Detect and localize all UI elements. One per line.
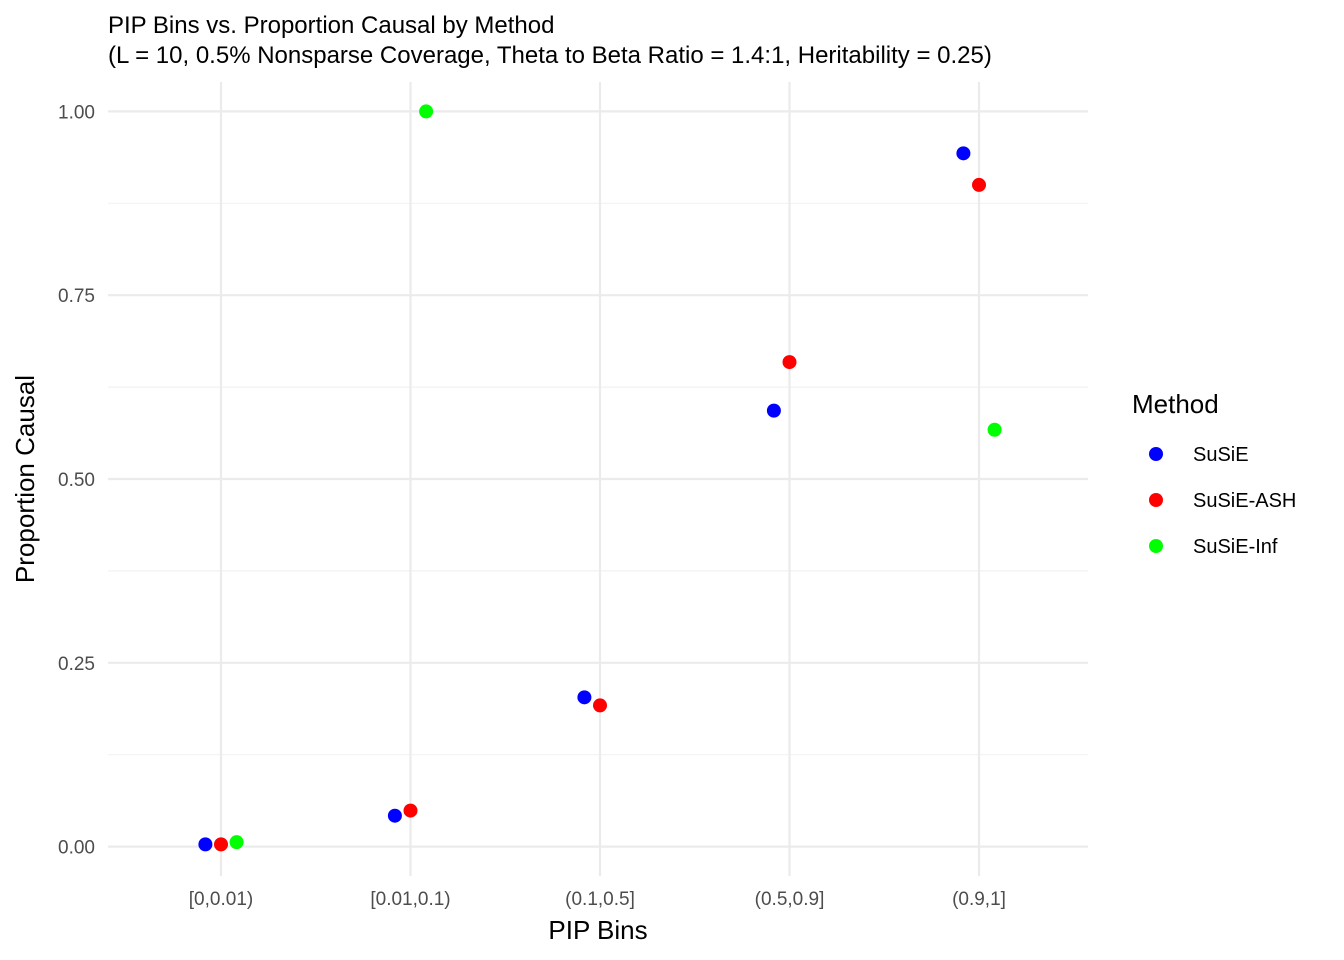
- legend-key: [1149, 493, 1163, 507]
- data-point: [972, 177, 986, 192]
- data-point: [419, 104, 434, 119]
- data-point: [593, 698, 607, 713]
- legend-label: SuSiE-ASH: [1193, 490, 1296, 512]
- data-point: [387, 808, 402, 823]
- data-point: [766, 403, 781, 418]
- data-point: [403, 803, 418, 818]
- legend-label: SuSiE: [1193, 444, 1249, 466]
- data-point: [229, 835, 244, 850]
- data-point: [782, 355, 797, 370]
- legend-title: Method: [1132, 389, 1219, 419]
- y-tick-label: 0.50: [58, 470, 95, 491]
- data-point: [987, 422, 1002, 437]
- x-tick-label: [0,0.01): [189, 889, 253, 910]
- grid-major-lines: [108, 82, 1088, 876]
- x-tick-label: (0.1,0.5]: [565, 889, 635, 910]
- y-tick-label: 0.00: [58, 838, 95, 859]
- plot-panel: [108, 82, 1088, 876]
- legend-item: SuSiE-Inf: [1149, 536, 1278, 558]
- legend-key: [1149, 447, 1163, 461]
- legend-items: SuSiE SuSiE-ASH SuSiE-Inf: [1149, 444, 1296, 558]
- grid-minor-lines: [108, 202, 1088, 756]
- x-tick-label: (0.9,1]: [952, 889, 1006, 910]
- y-tick-label: 0.25: [58, 654, 95, 675]
- chart-subtitle: (L = 10, 0.5% Nonsparse Coverage, Theta …: [108, 42, 992, 69]
- x-tick-label: [0.01,0.1): [370, 889, 450, 910]
- legend-label: SuSiE-Inf: [1193, 536, 1278, 558]
- x-axis-tick-labels: [0,0.01) [0.01,0.1) (0.1,0.5] (0.5,0.9] (0.9…: [189, 889, 1006, 910]
- y-tick-label: 1.00: [58, 102, 95, 123]
- y-axis-tick-labels: 0.00 0.25 0.50 0.75 1.00: [58, 102, 95, 858]
- legend-key: [1149, 539, 1163, 553]
- data-point: [956, 146, 971, 161]
- legend: Method SuSiE SuSiE-ASH SuSiE-Inf: [1132, 389, 1296, 558]
- x-axis-title: PIP Bins: [548, 915, 647, 945]
- data-point: [577, 690, 592, 705]
- legend-item: SuSiE-ASH: [1149, 490, 1296, 512]
- data-point: [198, 837, 213, 852]
- data-points: [198, 104, 1002, 852]
- x-tick-label: (0.5,0.9]: [755, 889, 825, 910]
- chart-title: PIP Bins vs. Proportion Causal by Method: [108, 12, 554, 39]
- y-axis-title: Proportion Causal: [10, 375, 40, 583]
- legend-item: SuSiE: [1149, 444, 1249, 466]
- y-tick-label: 0.75: [58, 286, 95, 307]
- data-point: [214, 837, 228, 852]
